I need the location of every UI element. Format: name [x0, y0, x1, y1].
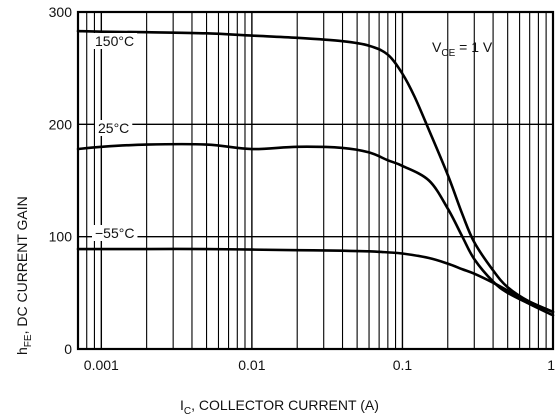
x-tick-label: 0.01: [238, 357, 265, 373]
x-axis-label: IC, COLLECTOR CURRENT (A): [180, 397, 379, 417]
series-label: −55°C: [95, 225, 134, 241]
series-label-bg: [95, 120, 133, 136]
y-axis-label: hFE, DC CURRENT GAIN: [14, 196, 34, 355]
series-curves: [76, 29, 555, 317]
x-tick-label: 1: [547, 357, 555, 373]
series-label-bg: [92, 225, 138, 241]
x-tick-labels: 0.001 0.01 0.1 1: [84, 357, 555, 373]
series-label-bg: [92, 33, 138, 49]
condition-label: VCE = 1 V: [432, 39, 493, 59]
plot-frame: [76, 10, 555, 351]
series-line-2: [76, 247, 555, 314]
series-label: 25°C: [98, 120, 129, 136]
y-tick-label: 0: [64, 341, 72, 357]
series-labels: 150°C 25°C −55°C: [92, 33, 138, 241]
y-tick-label: 200: [49, 116, 73, 132]
x-tick-label: 0.001: [84, 357, 119, 373]
y-tick-label: 100: [49, 229, 73, 245]
series-line-0: [76, 29, 555, 314]
x-tick-label: 0.1: [393, 357, 413, 373]
y-tick-labels: 0 100 200 300: [49, 4, 73, 357]
y-tick-label: 300: [49, 4, 73, 20]
grid: [77, 12, 553, 349]
series-label: 150°C: [95, 33, 134, 49]
